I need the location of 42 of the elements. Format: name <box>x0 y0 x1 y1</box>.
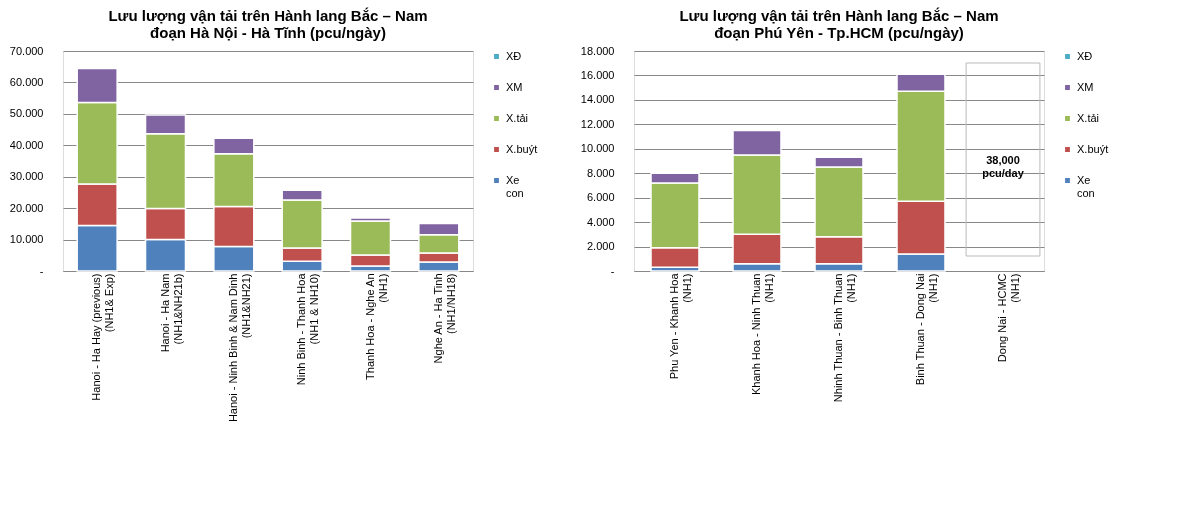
x-tick-label: Khanh Hoa - Ninh Thuan (NH1) <box>750 273 775 395</box>
y-tick-label: 18.000 <box>580 44 615 57</box>
x-tick-label: Hanoi - Ha Nam (NH1&NH21b) <box>158 273 184 353</box>
y-tick-label: 4.000 <box>586 215 615 228</box>
x-tick-label: Dong Nai - HCMC (NH1) <box>996 273 1021 363</box>
y-tick-label: - <box>39 264 44 277</box>
legend-label: Xe con <box>1077 173 1095 199</box>
y-tick-label: 40.000 <box>9 138 44 151</box>
y-tick-label: 14.000 <box>580 93 615 106</box>
y-tick-label: 50.000 <box>9 107 44 120</box>
y-tick-label: 2.000 <box>586 240 615 253</box>
y-tick-label: 8.000 <box>586 166 615 179</box>
legend-label: X.buýt <box>1077 142 1109 155</box>
legend-label: XM <box>506 80 523 93</box>
y-tick-label: 6.000 <box>586 191 615 204</box>
y-tick-label: 20.000 <box>9 201 44 214</box>
legend-label: X.buýt <box>506 142 538 155</box>
x-tick-label: Thanh Hoa - Nghe An (NH1) <box>363 273 389 380</box>
legend-label: X.tải <box>506 111 529 124</box>
y-tick-label: 12.000 <box>580 117 615 130</box>
annotation: 38,000 pcu/day <box>982 154 1025 179</box>
legend-label: XM <box>1077 80 1094 93</box>
legend-label: XĐ <box>1077 49 1093 62</box>
y-tick-label: 60.000 <box>9 75 44 88</box>
chart-title: Lưu lượng vận tải trên Hành lang Bắc – Nam đoạn Phú Yên - Tp.HCM (pcu/ngày) <box>679 7 999 41</box>
chart-title: Lưu lượng vận tải trên Hành lang Bắc – Nam đoạn Hà Nội - Hà Tĩnh (pcu/ngày) <box>108 7 428 41</box>
x-tick-label: Hanoi - Ninh Binh & Nam Dinh (NH1&NH21) <box>226 273 252 423</box>
x-tick-label: Binh Thuan - Dong Nai (NH1) <box>914 273 939 386</box>
x-tick-label: Ninh Binh - Thanh Hoa (NH1 & NH10) <box>295 272 321 386</box>
legend-label: Xe con <box>506 173 524 199</box>
y-tick-label: 70.000 <box>9 44 44 57</box>
x-tick-label: Phu Yen - Khanh Hoa (NH1) <box>668 272 693 380</box>
y-tick-label: 10.000 <box>9 233 44 246</box>
x-tick-label: Hanoi - Ha Hay (previous) (NH1& Exp) <box>90 273 116 401</box>
x-tick-label: Nghe An - Ha Tinh (NH1/NH18) <box>431 273 457 364</box>
legend-label: X.tải <box>1077 111 1100 124</box>
y-tick-label: 10.000 <box>580 142 615 155</box>
y-tick-label: 16.000 <box>580 68 615 81</box>
y-tick-label: 30.000 <box>9 170 44 183</box>
x-tick-label: Nhinh Thuan - Binh Thuan (NH1) <box>832 273 857 403</box>
legend-label: XĐ <box>506 49 522 62</box>
y-tick-label: - <box>610 264 615 277</box>
